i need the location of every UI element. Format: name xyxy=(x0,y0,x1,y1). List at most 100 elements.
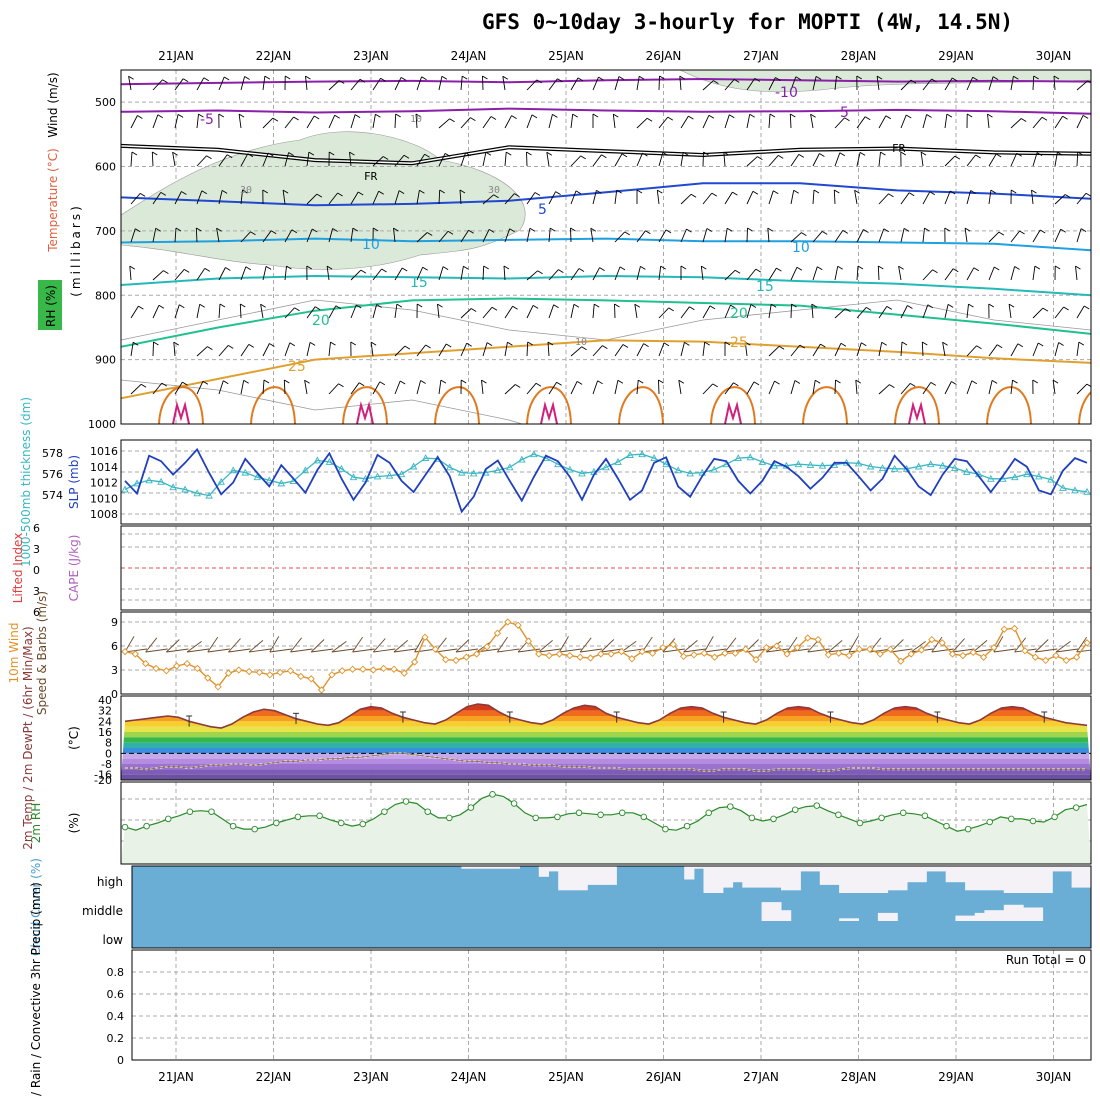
surface-wind-barb xyxy=(228,638,241,653)
high-cloud-gap xyxy=(887,866,898,891)
wind-speed-marker xyxy=(669,640,677,649)
wind-speed-marker xyxy=(1010,624,1019,633)
wind-barb-flag xyxy=(481,379,487,384)
wind-barb-flag xyxy=(534,192,541,196)
wind-speed-marker xyxy=(338,667,346,675)
wind-barb xyxy=(680,152,684,167)
thickness-marker xyxy=(614,457,622,465)
wind-barb-flag xyxy=(931,78,937,83)
wind-barb xyxy=(790,76,797,91)
pressure-tick: 900 xyxy=(95,354,116,367)
bottom-date-label: 21JAN xyxy=(158,1070,194,1084)
wind-barb-flag xyxy=(132,341,139,346)
wind-barb xyxy=(790,190,795,205)
wind-speed-marker xyxy=(876,650,884,658)
wind-barb-flag xyxy=(618,76,625,80)
wind-barb xyxy=(218,190,223,205)
surface-wind-barb xyxy=(910,641,926,653)
wind-barb xyxy=(350,269,362,281)
wind-barb xyxy=(1010,343,1019,357)
wind-barb-flag xyxy=(645,230,651,235)
wind-barb-flag xyxy=(138,305,144,310)
wind-barb xyxy=(548,382,557,395)
wind-barb-flag xyxy=(482,75,488,80)
wind-barb-flag xyxy=(730,304,736,309)
wind-speed-marker xyxy=(142,659,150,668)
thickness-marker xyxy=(1083,487,1091,495)
rh-marker xyxy=(164,815,172,823)
rh-marker xyxy=(770,815,777,823)
wind-barb-flag xyxy=(531,114,538,119)
wind-barb xyxy=(922,269,933,281)
wind-barb-flag xyxy=(638,75,645,80)
wind-barb xyxy=(174,114,179,129)
thickness-marker xyxy=(987,474,995,482)
wind-speed-marker xyxy=(762,643,770,652)
wind-speed-marker xyxy=(462,653,470,661)
wind-barb xyxy=(944,304,949,319)
wind-barb xyxy=(702,342,706,357)
wind-barb-flag xyxy=(421,76,427,81)
wind-speed-marker xyxy=(710,653,719,661)
surface-wind-barb xyxy=(145,648,168,653)
surface-wind-barb xyxy=(372,638,386,653)
wind-speed-marker xyxy=(535,650,543,658)
high-cloud-gap xyxy=(1003,866,1014,893)
wind-barb-flag xyxy=(886,306,893,310)
wind-barb xyxy=(570,155,582,167)
precip-tick: 0 xyxy=(117,1054,124,1067)
wind-barb-flag xyxy=(624,231,630,236)
surface-wind-barb xyxy=(931,636,943,653)
wind-barb-flag xyxy=(590,227,597,232)
wind-barb xyxy=(326,266,330,281)
wind-speed-marker xyxy=(317,686,326,694)
wind-barb-flag xyxy=(712,383,718,388)
wind-barb xyxy=(1076,115,1084,129)
rh-marker xyxy=(424,808,431,815)
wind-speed-marker xyxy=(1021,647,1029,655)
rh-marker xyxy=(1008,815,1015,823)
wind-speed-marker xyxy=(348,665,357,673)
wind-barb-flag xyxy=(801,232,807,236)
wind-barb xyxy=(900,79,912,91)
wind-barb xyxy=(876,76,880,91)
wind-barb xyxy=(460,117,471,129)
thickness-marker xyxy=(169,483,177,491)
high-cloud-gap xyxy=(1042,866,1053,893)
wind-barb xyxy=(834,76,837,91)
mid-cloud-gap xyxy=(955,915,966,921)
wind-barb xyxy=(592,380,599,395)
wind-barb-flag xyxy=(503,265,510,270)
bottom-date-label: 30JAN xyxy=(1036,1070,1072,1084)
wind-barb-flag xyxy=(859,152,866,156)
contour-label: FR xyxy=(892,142,906,155)
wind-barb xyxy=(240,153,249,167)
slp-line xyxy=(124,447,1088,514)
temp-color-band xyxy=(121,726,1091,732)
wind-barb xyxy=(130,228,136,243)
wind-barb-flag xyxy=(667,116,674,121)
wind-barb-flag xyxy=(755,268,762,273)
wind-barb xyxy=(834,152,841,167)
wind-barb xyxy=(482,229,490,243)
wind-barb xyxy=(1032,229,1041,243)
surface-wind-barb xyxy=(393,640,408,653)
wind-barb xyxy=(724,114,730,129)
wind-barb xyxy=(702,80,714,91)
wind-barb-flag xyxy=(437,303,443,308)
wind-barb xyxy=(614,344,624,357)
wind-barb xyxy=(416,267,424,281)
surface-wind-barb xyxy=(1076,636,1088,653)
surface-wind-barb xyxy=(269,648,292,653)
wind-barb xyxy=(724,228,728,243)
surface-wind-barb xyxy=(207,648,230,653)
wind-barb xyxy=(988,153,997,167)
wind-barb-flag xyxy=(226,154,233,159)
wind-barb-flag xyxy=(777,155,784,159)
wind-barb xyxy=(724,191,733,205)
wind-barb-flag xyxy=(1033,75,1039,80)
wind-barb-flag xyxy=(773,190,779,195)
wind-barb xyxy=(350,114,356,129)
wind-barb-flag xyxy=(573,303,580,308)
